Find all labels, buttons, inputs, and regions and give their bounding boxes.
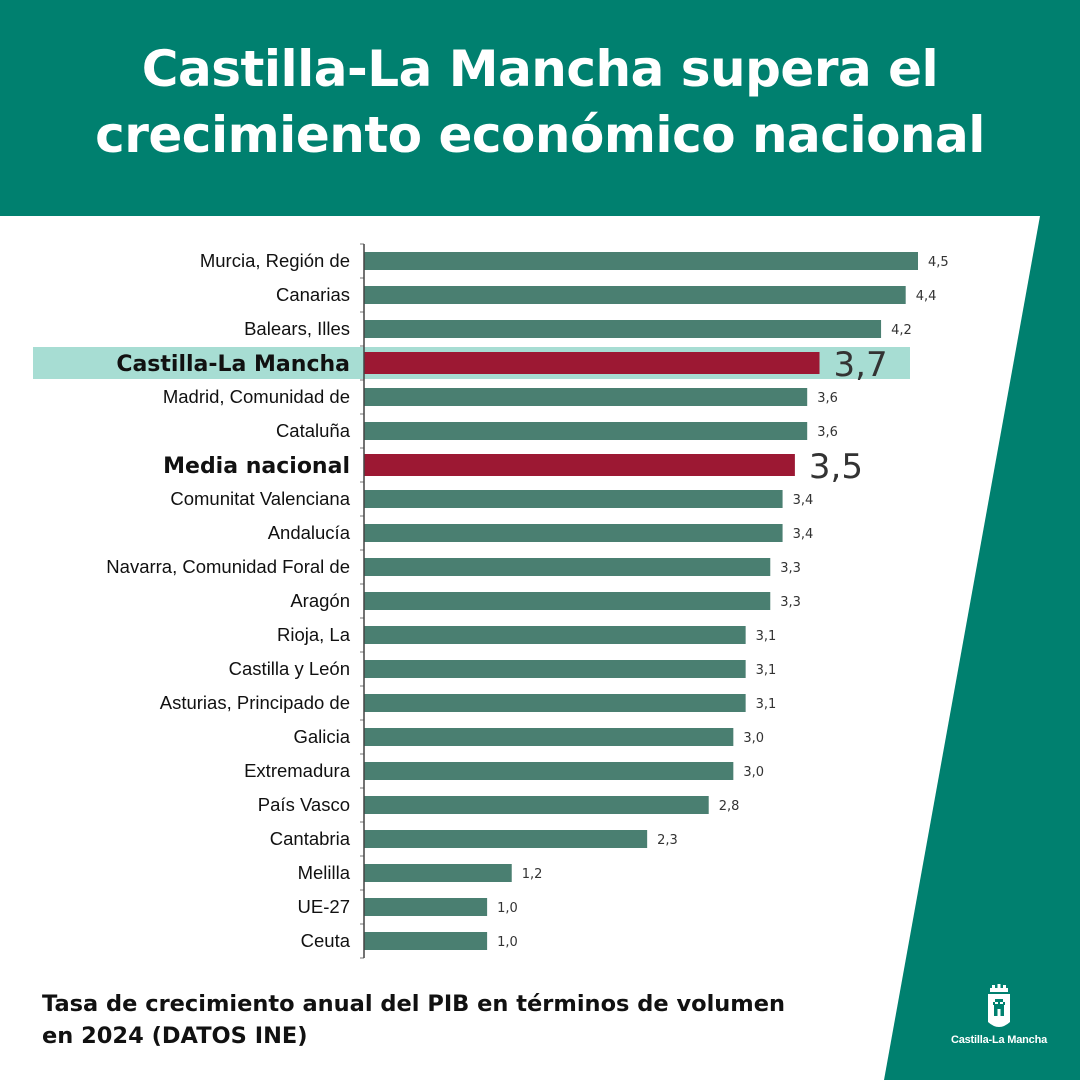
category-label-pais-vasco: País Vasco — [258, 794, 350, 815]
value-label-madrid-comunidad-de: 3,6 — [817, 391, 838, 406]
category-label-andalucia: Andalucía — [268, 522, 351, 543]
category-label-murcia-region-de: Murcia, Región de — [200, 250, 350, 271]
value-label-media-nacional: 3,5 — [809, 447, 863, 487]
category-label-galicia: Galicia — [293, 726, 350, 747]
bar-media-nacional — [364, 454, 795, 476]
category-label-cataluna: Cataluña — [276, 420, 351, 441]
bar-pais-vasco — [364, 796, 709, 814]
category-label-madrid-comunidad-de: Madrid, Comunidad de — [163, 386, 350, 407]
bar-aragon — [364, 592, 771, 610]
header-banner: Castilla-La Mancha supera el crecimiento… — [0, 0, 1080, 216]
category-label-media-nacional: Media nacional — [163, 454, 350, 479]
value-label-balears-illes: 4,2 — [891, 323, 912, 338]
bar-murcia-region-de — [364, 252, 918, 270]
bar-comunitat-valenciana — [364, 490, 783, 508]
value-label-andalucia: 3,4 — [793, 527, 814, 542]
value-label-comunitat-valenciana: 3,4 — [793, 493, 814, 508]
bar-ceuta — [364, 932, 488, 950]
bar-madrid-comunidad-de — [364, 388, 808, 406]
value-label-ceuta: 1,0 — [497, 935, 518, 950]
bar-balears-illes — [364, 320, 882, 338]
category-label-castilla-la-mancha: Castilla-La Mancha — [116, 352, 350, 377]
value-label-cantabria: 2,3 — [657, 833, 678, 848]
category-label-melilla: Melilla — [298, 862, 351, 883]
value-label-extremadura: 3,0 — [743, 765, 764, 780]
value-label-navarra-comunidad-foral-de: 3,3 — [780, 561, 801, 576]
bar-castilla-la-mancha — [364, 352, 820, 374]
bar-melilla — [364, 864, 512, 882]
logo-text: Castilla-La Mancha — [950, 1034, 1048, 1046]
value-label-ue-27: 1,0 — [497, 901, 518, 916]
category-label-comunitat-valenciana: Comunitat Valenciana — [170, 488, 350, 509]
caption-line-1: Tasa de crecimiento anual del PIB en tér… — [42, 991, 786, 1017]
bar-cantabria — [364, 830, 648, 848]
bar-extremadura — [364, 762, 734, 780]
category-label-extremadura: Extremadura — [244, 760, 351, 781]
category-label-cantabria: Cantabria — [270, 828, 351, 849]
caption-line-2: en 2024 (DATOS INE) — [42, 1023, 308, 1049]
bar-asturias-principado-de — [364, 694, 746, 712]
value-label-cataluna: 3,6 — [817, 425, 838, 440]
category-label-ceuta: Ceuta — [301, 930, 351, 951]
value-label-murcia-region-de: 4,5 — [928, 255, 949, 270]
bar-galicia — [364, 728, 734, 746]
value-label-galicia: 3,0 — [743, 731, 764, 746]
category-label-navarra-comunidad-foral-de: Navarra, Comunidad Foral de — [106, 556, 350, 577]
category-label-balears-illes: Balears, Illes — [244, 318, 350, 339]
value-label-rioja-la: 3,1 — [756, 629, 777, 644]
bar-rioja-la — [364, 626, 746, 644]
value-label-pais-vasco: 2,8 — [719, 799, 740, 814]
category-label-castilla-y-leon: Castilla y León — [229, 658, 350, 679]
value-label-melilla: 1,2 — [522, 867, 543, 882]
category-label-asturias-principado-de: Asturias, Principado de — [160, 692, 350, 713]
value-label-aragon: 3,3 — [780, 595, 801, 610]
bar-ue-27 — [364, 898, 488, 916]
bar-chart: Murcia, Región de 4,5 Canarias 4,4 Balears, … — [33, 243, 949, 959]
castle-crest-icon — [988, 984, 1010, 1027]
bar-canarias — [364, 286, 906, 304]
bar-andalucia — [364, 524, 783, 542]
bar-navarra-comunidad-foral-de — [364, 558, 771, 576]
value-label-canarias: 4,4 — [916, 289, 937, 304]
chart-caption: Tasa de crecimiento anual del PIB en tér… — [42, 988, 922, 1052]
category-label-rioja-la: Rioja, La — [277, 624, 351, 645]
category-label-canarias: Canarias — [276, 284, 350, 305]
bar-castilla-y-leon — [364, 660, 746, 678]
value-label-castilla-la-mancha: 3,7 — [834, 345, 888, 385]
value-label-castilla-y-leon: 3,1 — [756, 663, 777, 678]
bar-cataluna — [364, 422, 808, 440]
page-title: Castilla-La Mancha supera el crecimiento… — [95, 40, 985, 164]
category-label-ue-27: UE-27 — [298, 896, 350, 917]
value-label-asturias-principado-de: 3,1 — [756, 697, 777, 712]
logo: Castilla-La Mancha — [944, 984, 1054, 1054]
category-label-aragon: Aragón — [290, 590, 350, 611]
